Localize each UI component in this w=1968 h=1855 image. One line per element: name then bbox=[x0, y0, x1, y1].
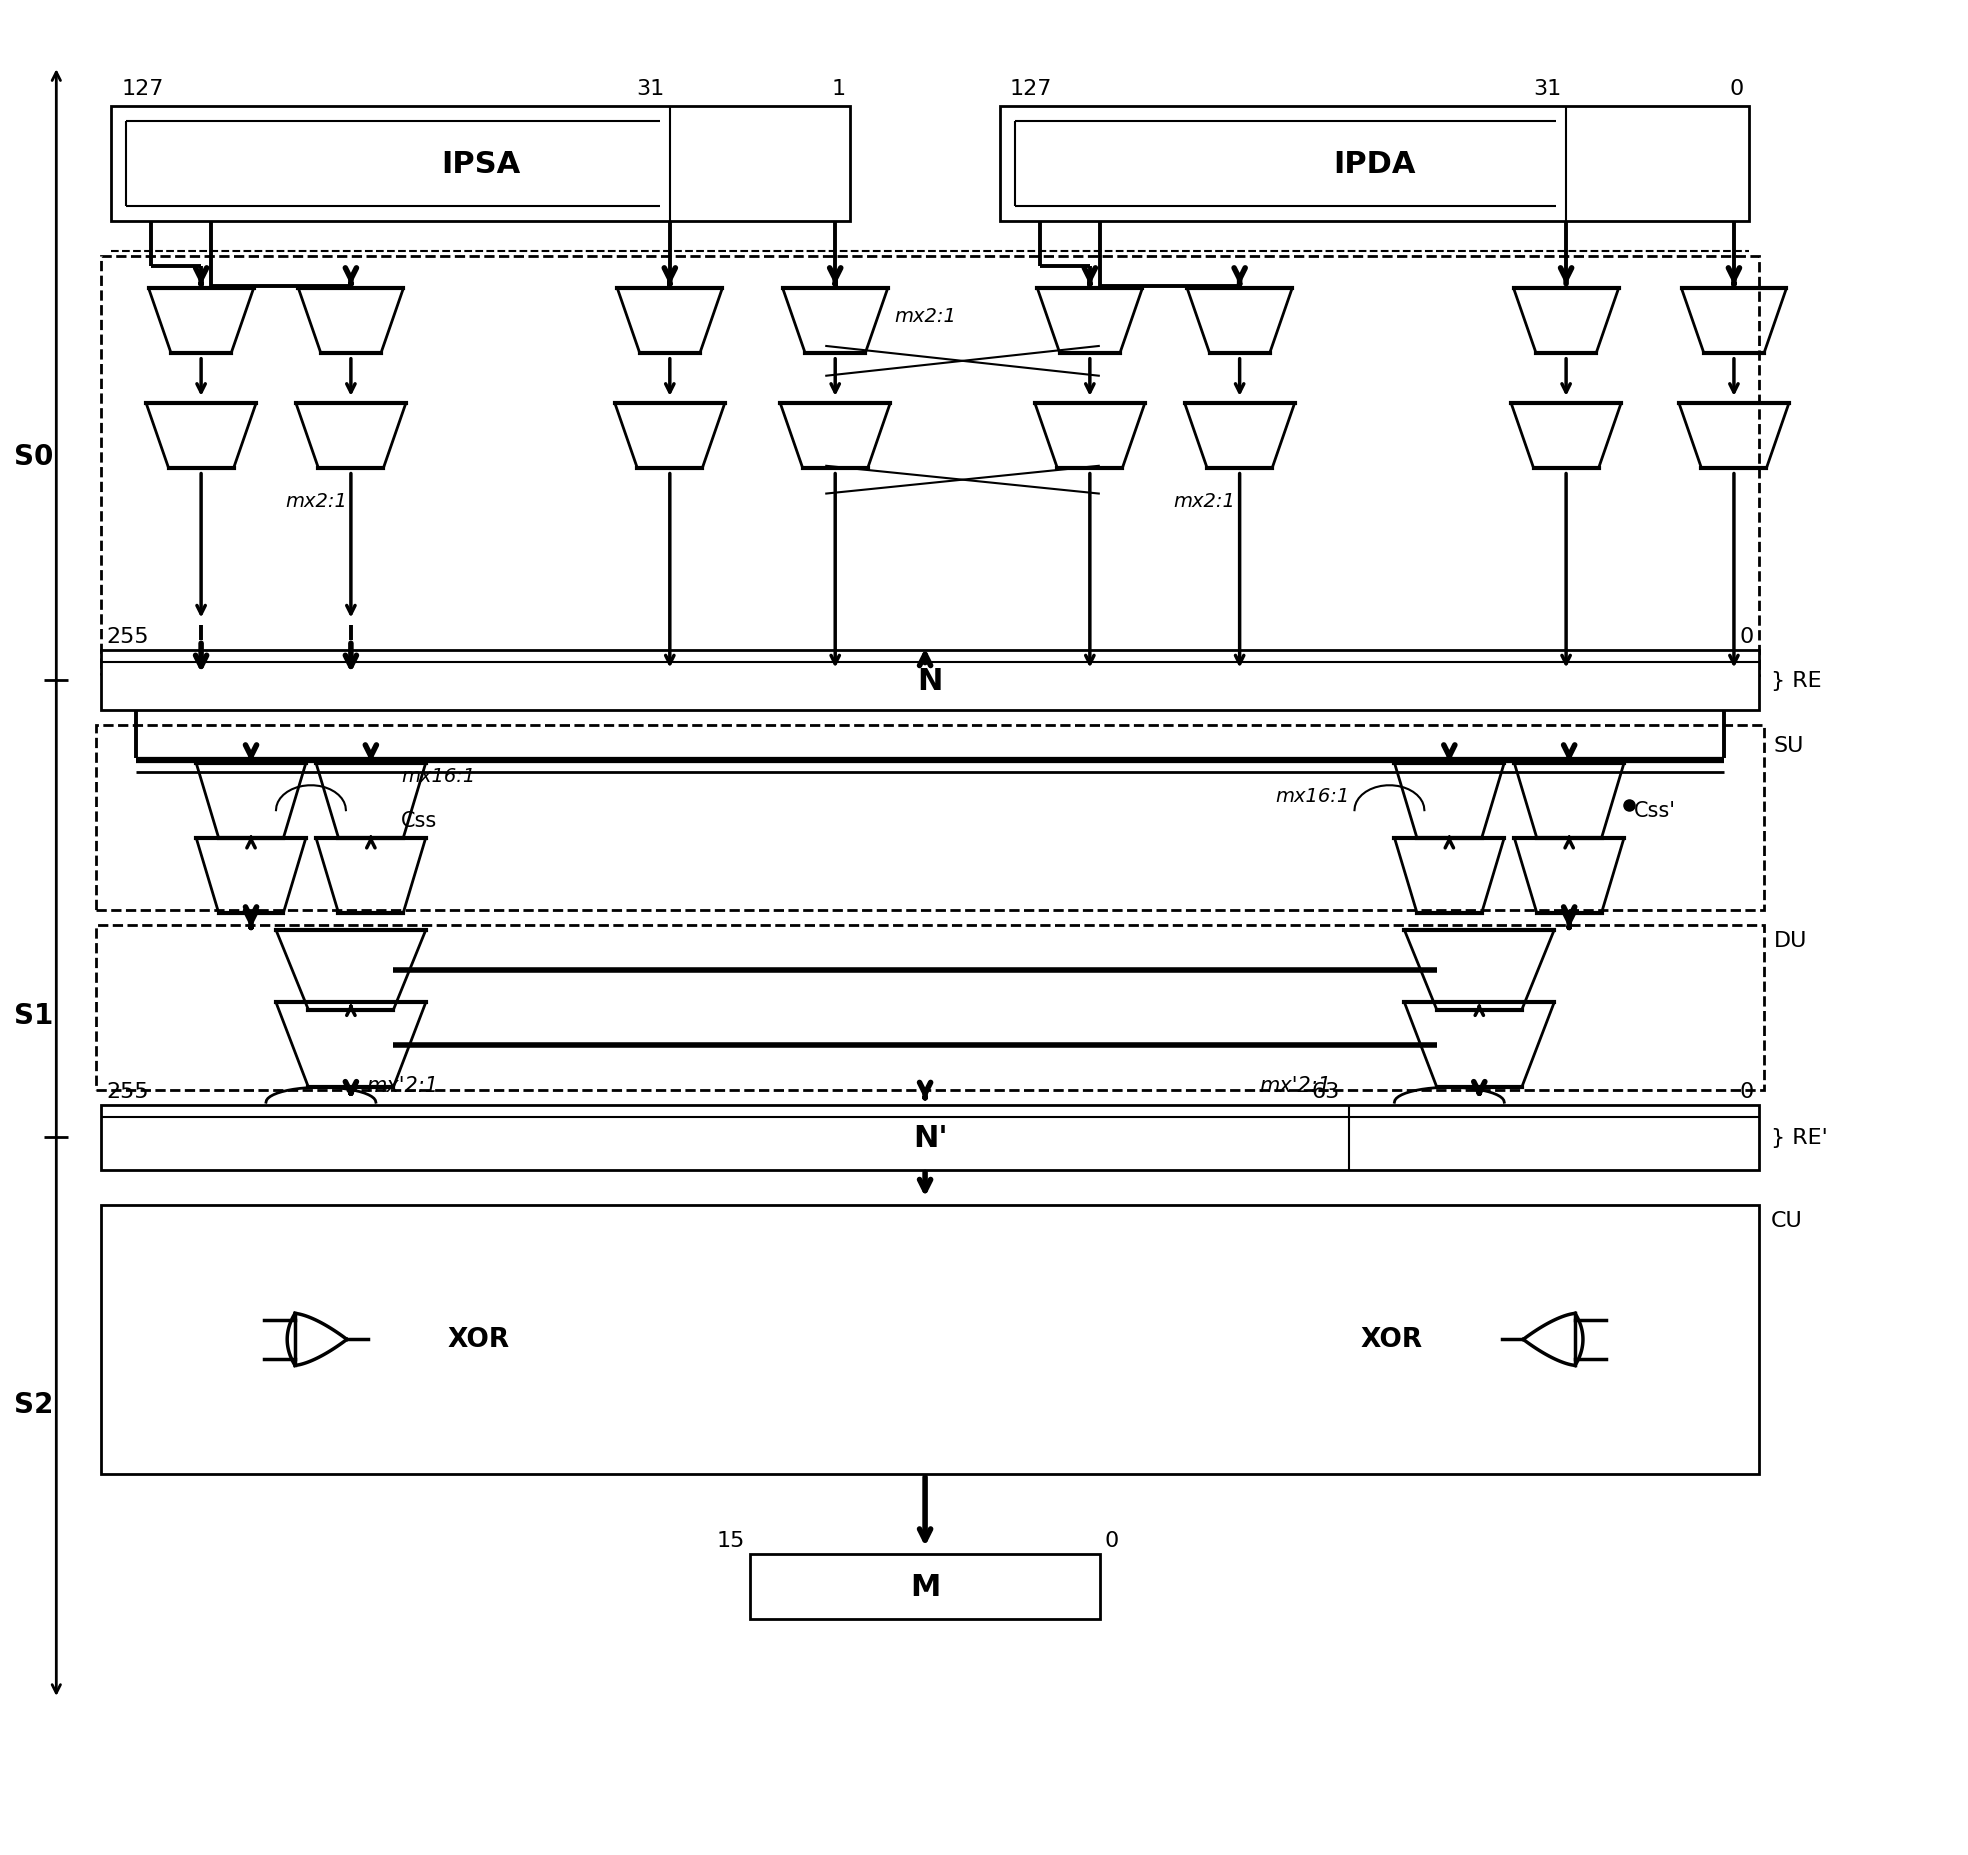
Text: XOR: XOR bbox=[449, 1326, 510, 1352]
Text: N': N' bbox=[913, 1122, 947, 1152]
Bar bbox=[750, 1554, 1100, 1619]
Bar bbox=[112, 108, 850, 223]
Bar bbox=[100, 651, 1759, 710]
Text: IPDA: IPDA bbox=[1332, 150, 1415, 180]
Text: mx16:1: mx16:1 bbox=[1275, 787, 1350, 805]
Text: mx2:1: mx2:1 bbox=[893, 308, 956, 326]
Bar bbox=[100, 1206, 1759, 1475]
Text: mx'2:1: mx'2:1 bbox=[366, 1076, 437, 1094]
Text: CU: CU bbox=[1771, 1209, 1803, 1230]
Bar bbox=[100, 1106, 1759, 1171]
Text: Css': Css' bbox=[1633, 801, 1677, 820]
Text: 127: 127 bbox=[122, 80, 163, 98]
Text: IPSA: IPSA bbox=[441, 150, 520, 180]
Text: 0: 0 bbox=[1104, 1530, 1120, 1551]
Bar bbox=[1000, 108, 1750, 223]
Text: S2: S2 bbox=[14, 1391, 53, 1419]
Text: Css: Css bbox=[401, 811, 437, 831]
Text: 31: 31 bbox=[636, 80, 665, 98]
Text: N: N bbox=[917, 666, 943, 696]
Text: 1: 1 bbox=[830, 80, 844, 98]
Bar bbox=[96, 926, 1763, 1091]
Bar bbox=[96, 725, 1763, 911]
Text: S0: S0 bbox=[14, 443, 53, 471]
Text: M: M bbox=[909, 1573, 941, 1601]
Text: 63: 63 bbox=[1311, 1081, 1340, 1102]
Text: 255: 255 bbox=[106, 1081, 150, 1102]
Bar bbox=[100, 256, 1759, 675]
Text: 0: 0 bbox=[1740, 1081, 1753, 1102]
Text: 0: 0 bbox=[1740, 627, 1753, 647]
Text: } RE': } RE' bbox=[1771, 1128, 1828, 1148]
Text: 0: 0 bbox=[1730, 80, 1744, 98]
Text: 127: 127 bbox=[1010, 80, 1053, 98]
Text: SU: SU bbox=[1773, 736, 1805, 755]
Text: XOR: XOR bbox=[1360, 1326, 1423, 1352]
Text: 31: 31 bbox=[1533, 80, 1561, 98]
Text: 255: 255 bbox=[106, 627, 150, 647]
Text: mx16:1: mx16:1 bbox=[401, 766, 474, 785]
Text: } RE: } RE bbox=[1771, 672, 1822, 692]
Text: DU: DU bbox=[1773, 931, 1807, 950]
Text: mx'2:1: mx'2:1 bbox=[1260, 1076, 1332, 1094]
Text: 15: 15 bbox=[716, 1530, 746, 1551]
Text: S1: S1 bbox=[14, 1002, 53, 1030]
Text: mx2:1: mx2:1 bbox=[285, 492, 346, 510]
Text: mx2:1: mx2:1 bbox=[1173, 492, 1236, 510]
